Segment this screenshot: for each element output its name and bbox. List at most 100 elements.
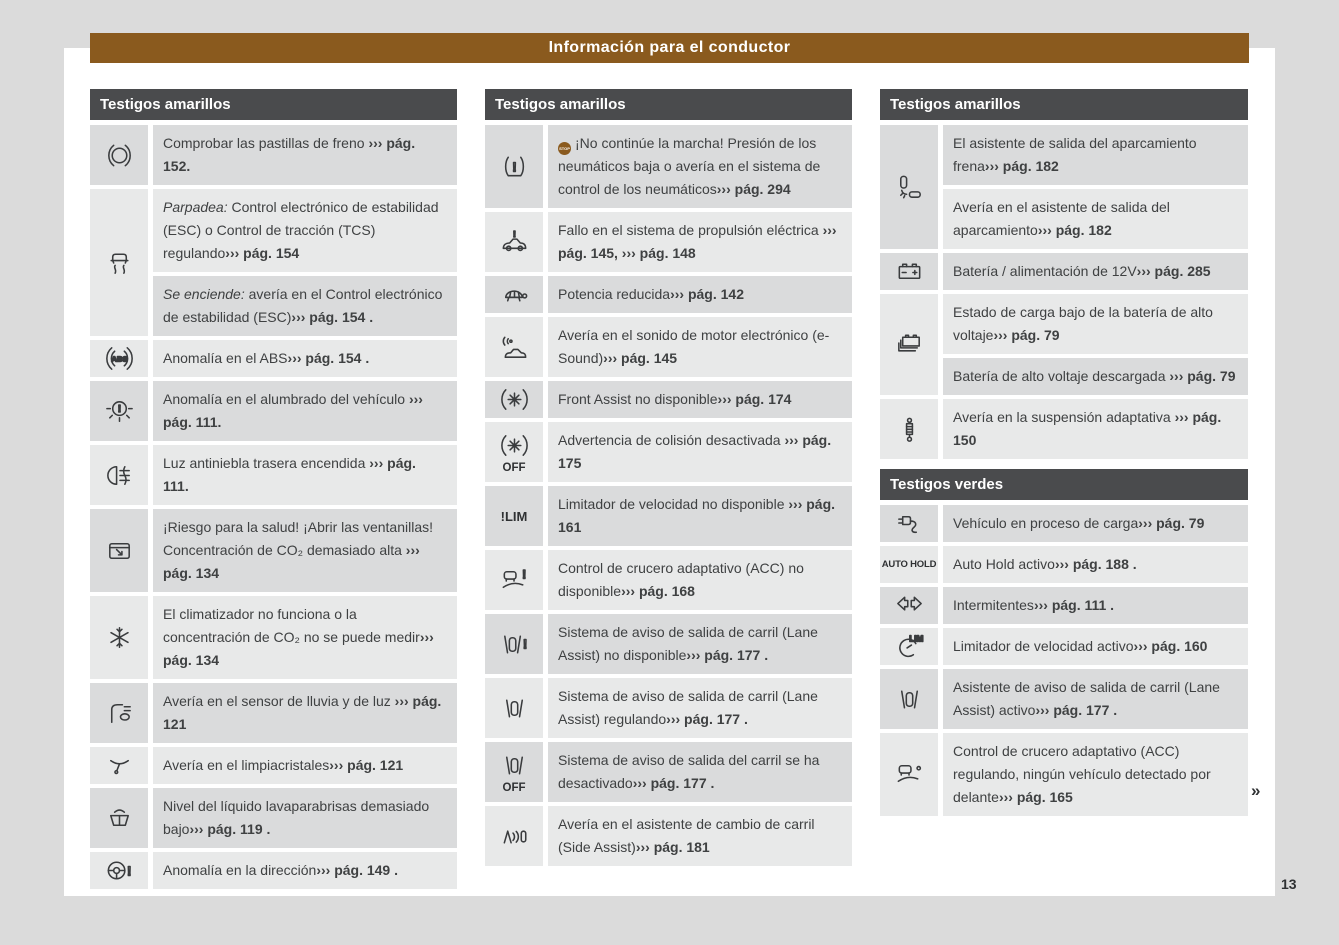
page-reference-link[interactable]: ››› pág. 165 — [998, 789, 1073, 805]
description-text: Anomalía en la dirección — [163, 862, 317, 878]
page-reference-link[interactable]: ››› pág. 119 . — [189, 821, 271, 837]
hv-battery-icon — [880, 294, 938, 395]
indicator-row: Auto Hold activo››› pág. 188 . — [943, 546, 1248, 583]
page-reference-link[interactable]: ››› pág. 154 . — [287, 350, 370, 366]
lane-assist-icon — [499, 750, 530, 781]
description-text: El climatizador no funciona o la concent… — [163, 606, 420, 645]
table-body: El asistente de salida del aparcamiento … — [880, 125, 1248, 459]
speed-limiter-na-icon: !LIM — [485, 486, 543, 546]
page-reference-link[interactable]: ››› pág. 175 — [558, 432, 832, 471]
page-reference-link[interactable]: ››› pág. 161 — [558, 496, 836, 535]
indicator-row: Parpadea: Control electrónico de estabil… — [153, 189, 457, 272]
indicator-description: Anomalía en la dirección››› pág. 149 . — [163, 859, 398, 882]
page-reference-link[interactable]: ››› pág. 134 — [163, 629, 434, 668]
description-text: Nivel del líquido lavaparabrisas demasia… — [163, 798, 430, 837]
description-text: Fallo en el sistema de propulsión eléctr… — [558, 222, 823, 238]
page-reference-link[interactable]: ››› pág. 285 — [1136, 263, 1211, 279]
page-reference-link[interactable]: ››› pág. 177 . — [1035, 702, 1118, 718]
page-reference-link[interactable]: ››› pág. 149 . — [316, 862, 398, 878]
lane-assist-icon — [499, 693, 530, 724]
description-text: Sistema de aviso de salida del carril se… — [558, 752, 820, 791]
indicator-description: ¡Riesgo para la salud! ¡Abrir las ventan… — [163, 516, 445, 585]
window-co2-icon — [90, 509, 148, 592]
page-reference-link[interactable]: ››› pág. 182 — [984, 158, 1059, 174]
page-reference-link[interactable]: ››› pág. 142 — [670, 286, 744, 302]
description-text: Avería en la suspensión adaptativa — [953, 409, 1175, 425]
page-reference-link[interactable]: ››› pág. 121 — [163, 693, 442, 732]
page-reference-link[interactable]: ››› pág. 152. — [163, 135, 416, 174]
description-text: El asistente de salida del aparcamiento … — [953, 135, 1197, 174]
description-text: Avería en el asistente de cambio de carr… — [558, 816, 815, 855]
indicator-description: Avería en el asistente de cambio de carr… — [558, 813, 840, 859]
page-number: 13 — [1281, 876, 1297, 892]
description-text: Batería de alto voltaje descargada — [953, 368, 1170, 384]
acc-fault-icon — [499, 565, 530, 596]
reduced-power-turtle-icon — [499, 279, 530, 310]
indicator-row: Batería / alimentación de 12V››› pág. 28… — [943, 253, 1248, 290]
lane-assist-icon — [894, 684, 925, 715]
hv-battery-icon — [894, 329, 925, 360]
page-reference-link[interactable]: ››› pág. 182 — [1037, 222, 1112, 238]
page-reference-link[interactable]: ››› pág. 111 . — [1033, 597, 1115, 613]
indicator-row: Intermitentes››› pág. 111 . — [943, 587, 1248, 624]
park-exit-assist-icon — [894, 172, 925, 203]
indicator-description: Control de crucero adaptativo (ACC) no d… — [558, 557, 840, 603]
adaptive-suspension-icon — [894, 414, 925, 445]
indicator-row: Limitador de velocidad no disponible ›››… — [548, 486, 852, 546]
page-reference-link[interactable]: ››› pág. 174 — [717, 391, 792, 407]
turn-signals-icon — [894, 590, 925, 621]
wiper-fault-icon — [104, 750, 135, 781]
page-reference-link[interactable]: ››› pág. 154 — [225, 245, 300, 261]
indicator-description: Potencia reducida››› pág. 142 — [558, 283, 744, 306]
page-reference-link[interactable]: ››› pág. 154 . — [291, 309, 374, 325]
page-reference-link[interactable]: ››› pág. 111. — [163, 391, 423, 430]
indicator-description: Se enciende: avería en el Control electr… — [163, 283, 445, 329]
condition-prefix: Se enciende: — [163, 286, 245, 302]
icon-label: AUTO HOLD — [881, 559, 937, 570]
indicator-description: STOP ¡No continúe la marcha! Presión de l… — [558, 132, 840, 201]
page-reference-link[interactable]: ››› pág. 160 — [1133, 638, 1208, 654]
page-reference-link[interactable]: ››› pág. 145 — [603, 350, 678, 366]
indicator-row: Avería en el asistente de cambio de carr… — [548, 806, 852, 866]
indicator-row: Fallo en el sistema de propulsión eléctr… — [548, 212, 852, 272]
table-title: Testigos verdes — [880, 469, 1248, 500]
description-text: Control de crucero adaptativo (ACC) regu… — [953, 743, 1211, 805]
indicator-row: Sistema de aviso de salida de carril (La… — [548, 614, 852, 674]
description-text: Control electrónico de estabilidad (ESC)… — [163, 199, 439, 261]
page-reference-link[interactable]: ››› pág. 79 — [993, 327, 1060, 343]
table-body: STOP ¡No continúe la marcha! Presión de l… — [485, 125, 852, 866]
icon-off-label: OFF — [502, 462, 526, 474]
description-text: Auto Hold activo — [953, 556, 1055, 572]
indicator-description: Estado de carga bajo de la batería de al… — [953, 301, 1236, 347]
indicator-description: Batería / alimentación de 12V››› pág. 28… — [953, 260, 1211, 283]
rain-light-sensor-icon — [104, 698, 135, 729]
page-reference-link[interactable]: ››› pág. 168 — [621, 583, 695, 599]
page-reference-link[interactable]: ››› pág. 294 — [716, 181, 791, 197]
indicator-description: Vehículo en proceso de carga››› pág. 79 — [953, 512, 1204, 535]
indicator-description: Sistema de aviso de salida de carril (La… — [558, 685, 840, 731]
column-left: Testigos amarillos Comprobar las pastilla… — [90, 89, 457, 889]
indicator-row: Anomalía en la dirección››› pág. 149 . — [153, 852, 457, 889]
page-reference-link[interactable]: ››› pág. 177 . — [632, 775, 715, 791]
description-text: Avería en el limpiacristales — [163, 757, 330, 773]
indicator-row: Anomalía en el ABS››› pág. 154 . — [153, 340, 457, 377]
page-reference-link[interactable]: ››› pág. 177 . — [666, 711, 748, 727]
column-middle: Testigos amarillos STOP ¡No continúe la ma… — [485, 89, 852, 866]
front-assist-icon — [499, 430, 530, 461]
indicator-row: Luz antiniebla trasera encendida ››› pág… — [153, 445, 457, 505]
page-reference-link[interactable]: ››› pág. 79 — [1138, 515, 1205, 531]
page-reference-link[interactable]: ››› pág. 145, ››› pág. 148 — [558, 222, 837, 261]
indicator-description: Front Assist no disponible››› pág. 174 — [558, 388, 791, 411]
page-reference-link[interactable]: ››› pág. 188 . — [1054, 556, 1137, 572]
indicator-row: Avería en el sensor de lluvia y de luz ›… — [153, 683, 457, 743]
page-reference-link[interactable]: ››› pág. 177 . — [686, 647, 769, 663]
page-reference-link[interactable]: ››› pág. 79 — [1169, 368, 1236, 384]
page-reference-link[interactable]: ››› pág. 121 — [329, 757, 404, 773]
front-assist-icon — [485, 381, 543, 418]
page-reference-link[interactable]: ››› pág. 150 — [953, 409, 1222, 448]
page-reference-link[interactable]: ››› pág. 181 — [635, 839, 710, 855]
page-reference-link[interactable]: ››› pág. 111. — [163, 455, 416, 494]
washer-fluid-icon — [90, 788, 148, 848]
page-reference-link[interactable]: ››› pág. 134 — [163, 542, 420, 581]
front-assist-icon — [499, 384, 530, 415]
